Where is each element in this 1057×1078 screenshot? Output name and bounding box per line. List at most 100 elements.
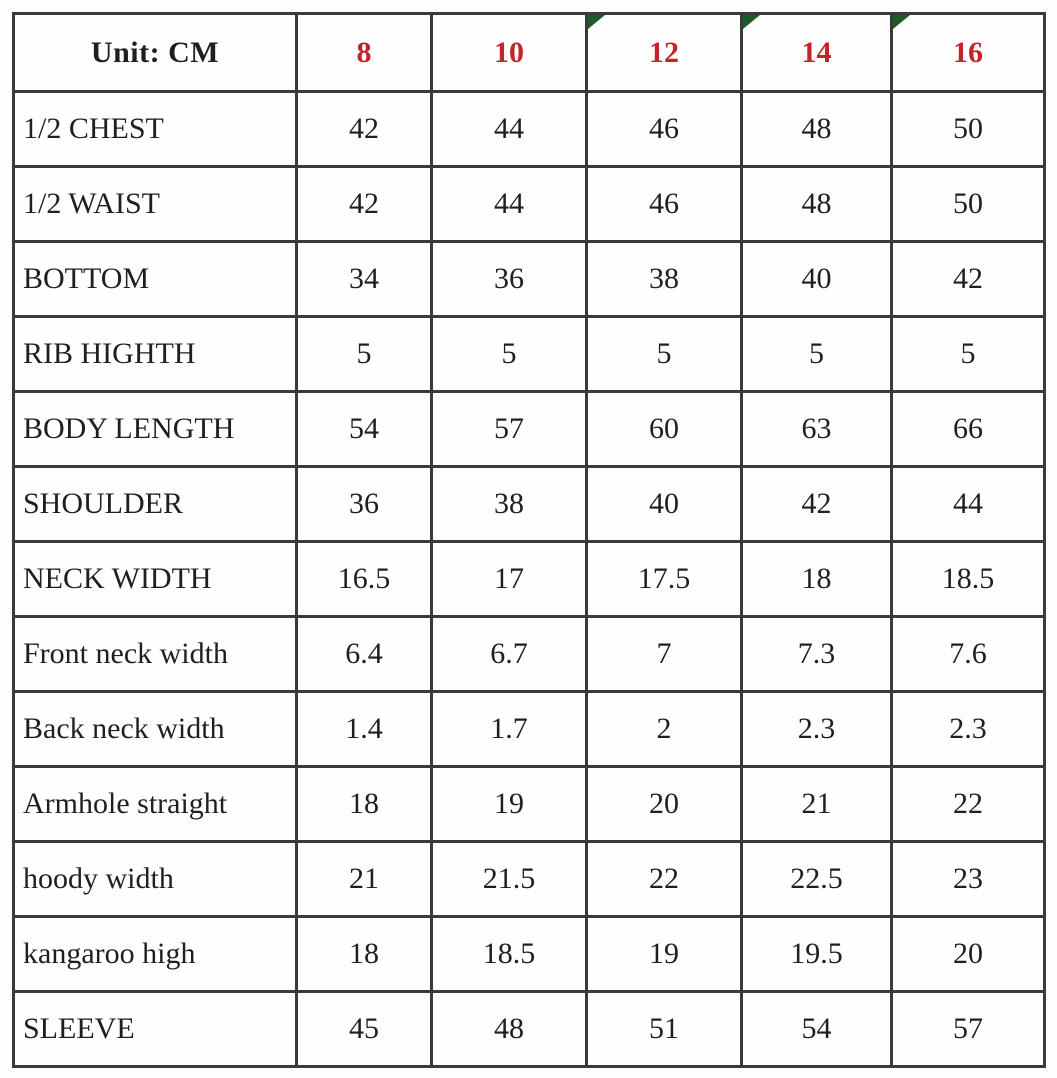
size-table-body: 1/2 CHEST 42 44 46 48 50 1/2 WAIST 42 44 46 48 50 BO… xyxy=(12,90,1046,1068)
value-cell: 60 xyxy=(585,390,743,468)
table-row: BOTTOM 34 36 38 40 42 xyxy=(12,240,1046,318)
value-cell: 2 xyxy=(585,690,743,768)
size-header-10: 10 xyxy=(430,12,588,93)
value-cell: 5 xyxy=(430,315,588,393)
value-cell: 6.7 xyxy=(430,615,588,693)
table-row: RIB HIGHTH 5 5 5 5 5 xyxy=(12,315,1046,393)
value-cell: 38 xyxy=(585,240,743,318)
size-header-label: 16 xyxy=(953,35,983,69)
value-cell: 20 xyxy=(890,915,1046,993)
table-row: kangaroo high 18 18.5 19 19.5 20 xyxy=(12,915,1046,993)
size-header-12: 12 xyxy=(585,12,743,93)
value-cell: 57 xyxy=(430,390,588,468)
value-cell: 50 xyxy=(890,165,1046,243)
row-label: Armhole straight xyxy=(12,765,298,843)
value-cell: 18 xyxy=(295,765,433,843)
value-cell: 18.5 xyxy=(430,915,588,993)
table-row: Armhole straight 18 19 20 21 22 xyxy=(12,765,1046,843)
value-cell: 45 xyxy=(295,990,433,1068)
value-cell: 57 xyxy=(890,990,1046,1068)
value-cell: 7 xyxy=(585,615,743,693)
table-row: SHOULDER 36 38 40 42 44 xyxy=(12,465,1046,543)
value-cell: 2.3 xyxy=(890,690,1046,768)
value-cell: 42 xyxy=(295,90,433,168)
corner-flag-icon xyxy=(589,16,605,29)
row-label: SHOULDER xyxy=(12,465,298,543)
value-cell: 7.6 xyxy=(890,615,1046,693)
value-cell: 21 xyxy=(295,840,433,918)
value-cell: 66 xyxy=(890,390,1046,468)
row-label: NECK WIDTH xyxy=(12,540,298,618)
size-header-label: 8 xyxy=(356,35,372,69)
value-cell: 22 xyxy=(890,765,1046,843)
value-cell: 22 xyxy=(585,840,743,918)
value-cell: 19.5 xyxy=(740,915,893,993)
size-header-8: 8 xyxy=(295,12,433,93)
table-row: NECK WIDTH 16.5 17 17.5 18 18.5 xyxy=(12,540,1046,618)
value-cell: 5 xyxy=(295,315,433,393)
value-cell: 48 xyxy=(740,165,893,243)
value-cell: 42 xyxy=(295,165,433,243)
value-cell: 18.5 xyxy=(890,540,1046,618)
corner-flag-icon xyxy=(894,16,910,29)
value-cell: 63 xyxy=(740,390,893,468)
value-cell: 22.5 xyxy=(740,840,893,918)
value-cell: 21.5 xyxy=(430,840,588,918)
value-cell: 42 xyxy=(740,465,893,543)
table-row: hoody width 21 21.5 22 22.5 23 xyxy=(12,840,1046,918)
value-cell: 17.5 xyxy=(585,540,743,618)
value-cell: 21 xyxy=(740,765,893,843)
row-label: Back neck width xyxy=(12,690,298,768)
value-cell: 23 xyxy=(890,840,1046,918)
value-cell: 1.4 xyxy=(295,690,433,768)
value-cell: 51 xyxy=(585,990,743,1068)
value-cell: 44 xyxy=(890,465,1046,543)
value-cell: 50 xyxy=(890,90,1046,168)
table-row: BODY LENGTH 54 57 60 63 66 xyxy=(12,390,1046,468)
unit-header-cell: Unit: CM xyxy=(12,12,298,93)
value-cell: 54 xyxy=(740,990,893,1068)
value-cell: 5 xyxy=(740,315,893,393)
value-cell: 19 xyxy=(585,915,743,993)
row-label: kangaroo high xyxy=(12,915,298,993)
size-header-label: 14 xyxy=(801,35,832,69)
value-cell: 46 xyxy=(585,165,743,243)
value-cell: 40 xyxy=(740,240,893,318)
table-row: 1/2 WAIST 42 44 46 48 50 xyxy=(12,165,1046,243)
value-cell: 18 xyxy=(740,540,893,618)
value-cell: 38 xyxy=(430,465,588,543)
value-cell: 48 xyxy=(430,990,588,1068)
row-label: hoody width xyxy=(12,840,298,918)
value-cell: 5 xyxy=(890,315,1046,393)
row-label: 1/2 CHEST xyxy=(12,90,298,168)
value-cell: 1.7 xyxy=(430,690,588,768)
row-label: 1/2 WAIST xyxy=(12,165,298,243)
value-cell: 44 xyxy=(430,165,588,243)
value-cell: 20 xyxy=(585,765,743,843)
corner-flag-icon xyxy=(744,16,760,29)
value-cell: 36 xyxy=(295,465,433,543)
value-cell: 18 xyxy=(295,915,433,993)
value-cell: 48 xyxy=(740,90,893,168)
row-label: BOTTOM xyxy=(12,240,298,318)
value-cell: 36 xyxy=(430,240,588,318)
row-label: SLEEVE xyxy=(12,990,298,1068)
value-cell: 44 xyxy=(430,90,588,168)
value-cell: 7.3 xyxy=(740,615,893,693)
value-cell: 34 xyxy=(295,240,433,318)
size-header-label: 12 xyxy=(649,35,679,69)
value-cell: 17 xyxy=(430,540,588,618)
table-row: SLEEVE 45 48 51 54 57 xyxy=(12,990,1046,1068)
table-row: Back neck width 1.4 1.7 2 2.3 2.3 xyxy=(12,690,1046,768)
value-cell: 2.3 xyxy=(740,690,893,768)
value-cell: 40 xyxy=(585,465,743,543)
value-cell: 46 xyxy=(585,90,743,168)
size-header-14: 14 xyxy=(740,12,893,93)
size-header-label: 10 xyxy=(494,35,524,69)
header-row: Unit: CM 8 10 12 14 16 xyxy=(12,12,1046,93)
table-row: Front neck width 6.4 6.7 7 7.3 7.6 xyxy=(12,615,1046,693)
row-label: RIB HIGHTH xyxy=(12,315,298,393)
row-label: Front neck width xyxy=(12,615,298,693)
value-cell: 16.5 xyxy=(295,540,433,618)
